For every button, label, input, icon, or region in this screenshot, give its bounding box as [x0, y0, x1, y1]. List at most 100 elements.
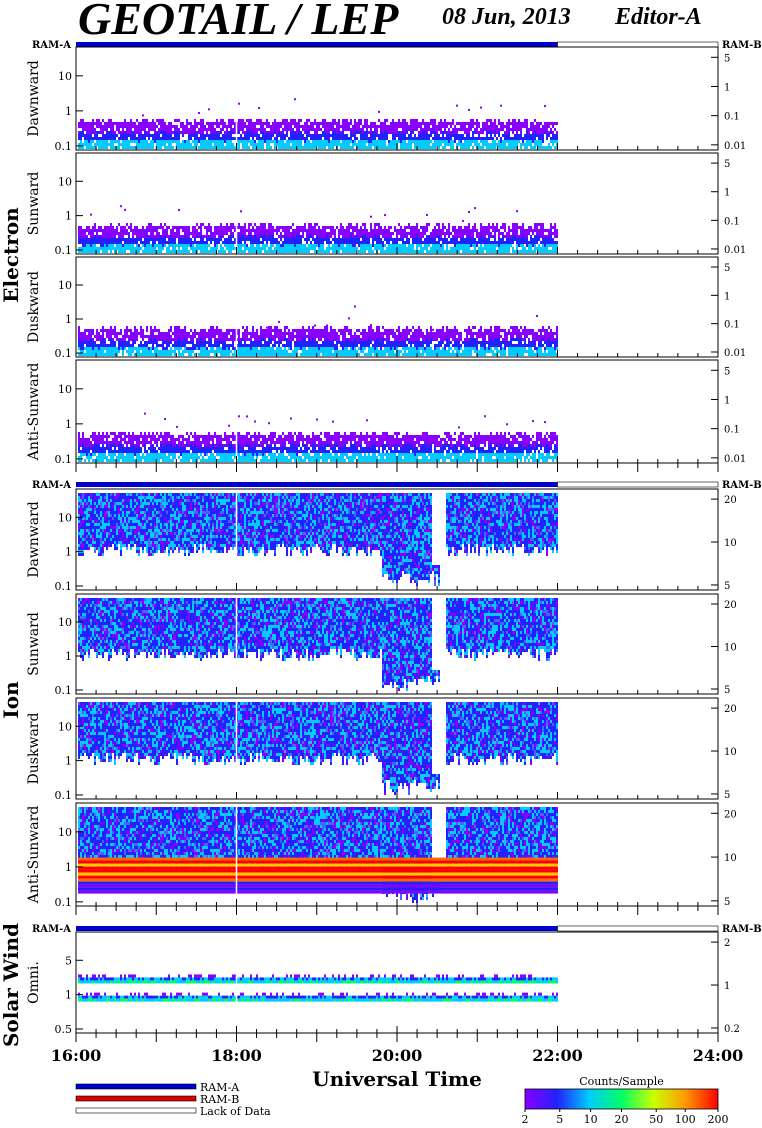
right-tick-label: 20 — [724, 600, 737, 611]
right-tick-label: 5 — [724, 581, 730, 592]
left-tick-label: 1 — [65, 418, 72, 431]
ion-group-label: Ion — [0, 681, 23, 719]
ion-panel-4 — [76, 803, 718, 906]
ram-a-bar — [76, 42, 558, 47]
right-tick-label: 1 — [724, 395, 730, 406]
right-tick-label: 10 — [724, 853, 737, 864]
panel-label: Omni. — [26, 961, 42, 1004]
right-tick-label: 5 — [724, 366, 730, 377]
right-tick-label: 10 — [724, 747, 737, 758]
left-tick-label: 0.1 — [55, 453, 73, 466]
left-tick-label: 10 — [58, 279, 72, 292]
x-tick-label: 20:00 — [372, 1046, 422, 1065]
electron-panel-1 — [76, 47, 718, 150]
colorbar — [525, 1089, 718, 1109]
x-tick-label: 24:00 — [693, 1046, 743, 1065]
right-tick-label: 10 — [724, 538, 737, 549]
panel-label: Sunward — [26, 612, 42, 676]
ram-a-label: RAM-A — [32, 40, 71, 51]
right-tick-label: 1 — [724, 188, 730, 199]
right-tick-label: 0.2 — [724, 1024, 740, 1035]
electron-group-label: Electron — [0, 207, 23, 303]
left-tick-label: 0.1 — [55, 896, 73, 909]
right-tick-label: 0.1 — [724, 216, 740, 227]
left-tick-label: 0.1 — [55, 347, 73, 360]
ram-a-bar — [76, 926, 558, 931]
ram-b-label: RAM-B — [722, 40, 762, 51]
panel-label: Duskward — [26, 271, 42, 343]
right-tick-label: 1 — [724, 981, 730, 992]
left-tick-label: 10 — [58, 70, 72, 83]
left-tick-label: 0.1 — [55, 244, 73, 257]
right-tick-label: 0.1 — [724, 112, 740, 123]
x-tick-label: 18:00 — [211, 1046, 261, 1065]
right-tick-label: 0.01 — [724, 348, 746, 359]
right-tick-label: 0.01 — [724, 454, 746, 465]
ion-panel-2 — [76, 594, 718, 694]
colorbar-tick-label: 2 — [522, 1113, 529, 1126]
left-tick-label: 10 — [58, 383, 72, 396]
left-tick-label: 10 — [58, 720, 72, 733]
colorbar-tick-label: 5 — [556, 1113, 563, 1126]
right-tick-label: 10 — [724, 643, 737, 654]
left-tick-label: 10 — [58, 826, 72, 839]
colorbar-tick-label: 10 — [584, 1113, 598, 1126]
right-tick-label: 1 — [724, 291, 730, 302]
solarwind-group-label: Solar Wind — [0, 923, 23, 1047]
right-tick-label: 5 — [724, 897, 730, 908]
legend-swatch — [76, 1096, 196, 1101]
right-tick-label: 5 — [724, 53, 730, 64]
left-tick-label: 5 — [65, 954, 72, 967]
ion-panel-3 — [76, 698, 718, 799]
panel-label: Dawnward — [26, 501, 42, 578]
left-tick-label: 1 — [65, 546, 72, 559]
electron-panel-3 — [76, 257, 718, 357]
right-tick-label: 20 — [724, 704, 737, 715]
electron-panel-2 — [76, 153, 718, 254]
left-tick-label: 0.1 — [55, 140, 73, 153]
ram-a-label: RAM-A — [32, 924, 71, 935]
legend-swatch — [76, 1108, 196, 1113]
right-tick-label: 5 — [724, 159, 730, 170]
right-tick-label: 5 — [724, 263, 730, 274]
electron-panel-4 — [76, 360, 718, 463]
ram-b-label: RAM-B — [722, 480, 762, 491]
panel-label: Anti-Sunward — [26, 806, 42, 905]
panel-label: Anti-Sunward — [26, 363, 42, 462]
panel-label: Duskward — [26, 713, 42, 785]
left-tick-label: 10 — [58, 616, 72, 629]
x-tick-label: 22:00 — [532, 1046, 582, 1065]
colorbar-tick-label: 100 — [675, 1113, 696, 1126]
right-tick-label: 20 — [724, 809, 737, 820]
legend-swatch — [76, 1084, 196, 1089]
lack-of-data-bar — [558, 482, 719, 487]
panel-label: Dawnward — [26, 60, 42, 137]
solarwind-panel-1 — [76, 932, 718, 1033]
panel-label: Sunward — [26, 172, 42, 236]
right-tick-label: 2 — [724, 938, 730, 949]
left-tick-label: 0.1 — [55, 580, 73, 593]
left-tick-label: 0.1 — [55, 789, 73, 802]
right-tick-label: 20 — [724, 495, 737, 506]
left-tick-label: 10 — [58, 511, 72, 524]
left-tick-label: 0.1 — [55, 684, 73, 697]
colorbar-tick-label: 20 — [615, 1113, 629, 1126]
left-tick-label: 1 — [65, 210, 72, 223]
right-tick-label: 5 — [724, 685, 730, 696]
colorbar-tick-label: 200 — [708, 1113, 729, 1126]
right-tick-label: 0.01 — [724, 245, 746, 256]
ram-a-label: RAM-A — [32, 480, 71, 491]
left-tick-label: 1 — [65, 650, 72, 663]
left-tick-label: 0.5 — [55, 1023, 73, 1036]
lack-of-data-bar — [558, 926, 719, 931]
right-tick-label: 0.1 — [724, 425, 740, 436]
ram-a-bar — [76, 482, 558, 487]
left-tick-label: 10 — [58, 175, 72, 188]
legend-label: Lack of Data — [200, 1105, 271, 1118]
left-tick-label: 1 — [65, 989, 72, 1002]
colorbar-tick-label: 50 — [649, 1113, 663, 1126]
left-tick-label: 1 — [65, 861, 72, 874]
left-tick-label: 1 — [65, 313, 72, 326]
lack-of-data-bar — [558, 42, 719, 47]
